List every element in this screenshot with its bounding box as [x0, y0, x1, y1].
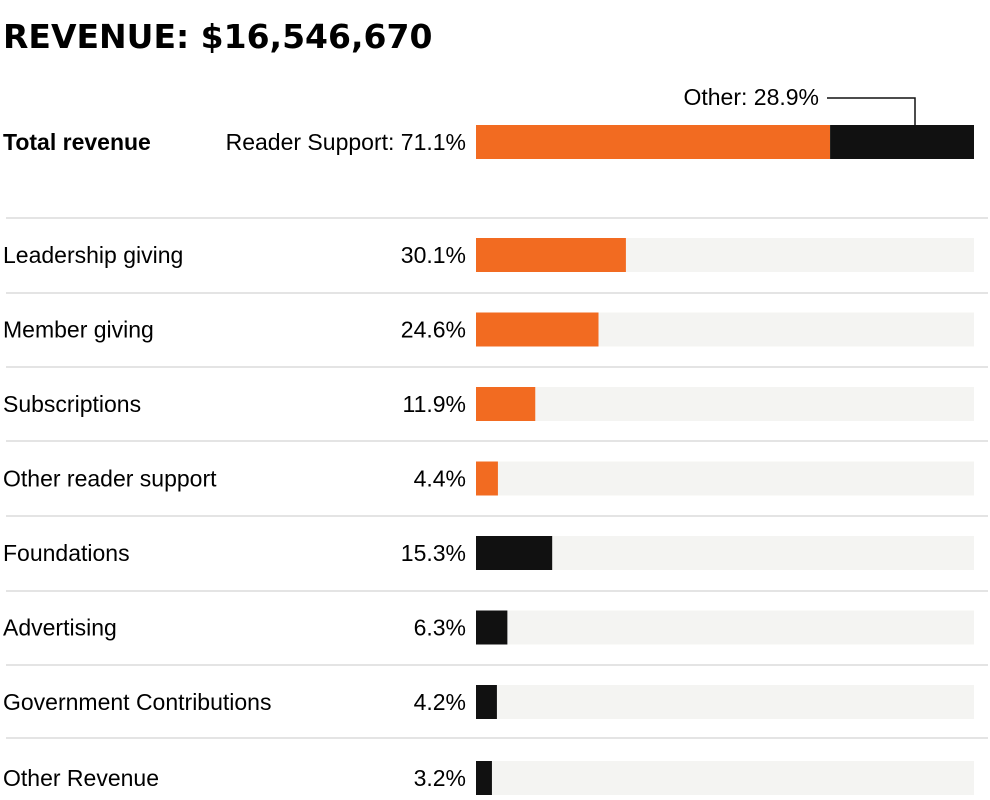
category-label: Other Revenue: [3, 765, 159, 791]
category-label: Subscriptions: [3, 391, 141, 417]
bar: [476, 536, 553, 570]
category-label: Government Contributions: [3, 689, 271, 715]
value-label: 6.3%: [414, 615, 466, 641]
category-rows: Leadership giving 30.1% Member giving 24.6%…: [3, 217, 988, 795]
total-bar-other: [830, 125, 974, 159]
bar: [476, 610, 508, 645]
bar-track: [476, 387, 974, 421]
bar-track: [476, 761, 974, 795]
category-label: Member giving: [3, 317, 154, 343]
bar: [476, 685, 497, 719]
other-share-label: Other: 28.9%: [683, 84, 819, 110]
bar-track: [476, 685, 974, 719]
value-label: 15.3%: [401, 540, 466, 566]
value-label: 11.9%: [402, 391, 466, 417]
value-label: 4.4%: [414, 466, 466, 492]
value-label: 24.6%: [401, 317, 466, 343]
category-label: Advertising: [3, 615, 117, 641]
total-bar-reader-support: [476, 125, 831, 159]
bar: [476, 387, 536, 421]
value-label: 30.1%: [401, 242, 466, 268]
category-label: Leadership giving: [3, 242, 183, 268]
chart-title: REVENUE: $16,546,670: [3, 17, 432, 56]
bar-track: [476, 610, 974, 645]
bar: [476, 461, 498, 496]
bar: [476, 312, 599, 347]
reader-support-label: Reader Support: 71.1%: [226, 129, 466, 155]
other-callout-line: [827, 97, 916, 125]
bar: [476, 761, 492, 795]
value-label: 4.2%: [414, 689, 466, 715]
bar-track: [476, 536, 974, 570]
value-label: 3.2%: [414, 765, 466, 791]
bar-track: [476, 461, 974, 496]
bar: [476, 238, 626, 272]
category-label: Other reader support: [3, 466, 217, 492]
category-label: Foundations: [3, 540, 130, 566]
total-revenue-label: Total revenue: [3, 129, 151, 155]
